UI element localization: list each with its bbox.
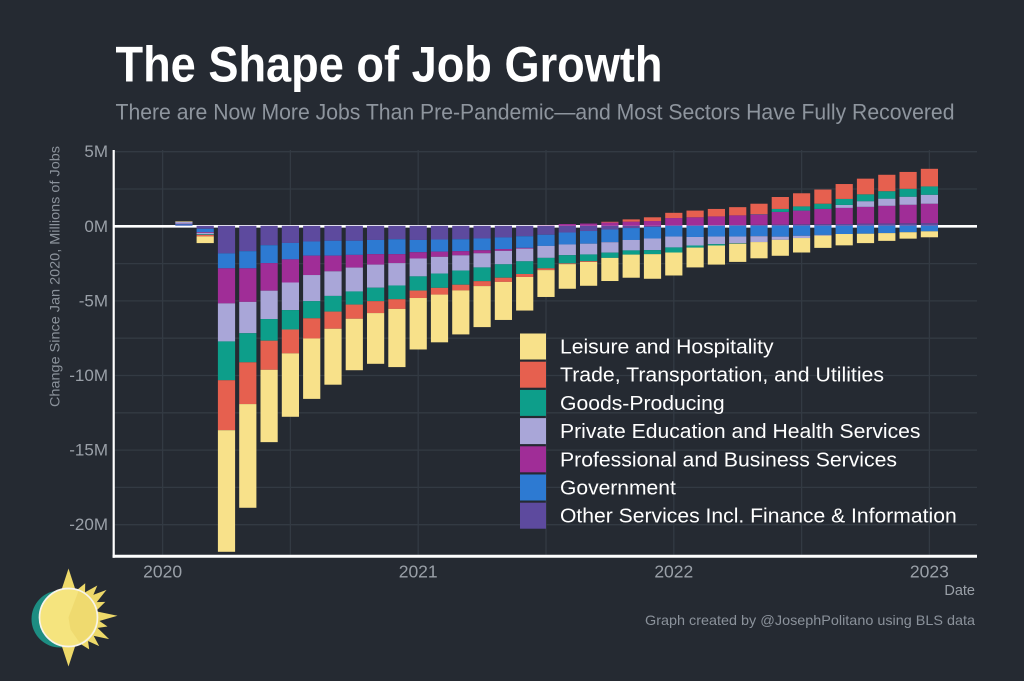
svg-text:-20M: -20M (69, 515, 108, 534)
svg-text:2020: 2020 (143, 562, 182, 582)
svg-text:There are Now More Jobs Than P: There are Now More Jobs Than Pre-Pandemi… (116, 100, 955, 125)
svg-text:-5M: -5M (79, 291, 108, 310)
svg-text:Government: Government (560, 478, 676, 500)
svg-text:0M: 0M (84, 217, 108, 236)
svg-text:Other Services Incl. Finance &: Other Services Incl. Finance & Informati… (560, 506, 957, 528)
svg-text:The Shape of Job Growth: The Shape of Job Growth (116, 37, 663, 93)
svg-text:Change Since Jan 2020, Million: Change Since Jan 2020, Millions of Jobs (47, 146, 63, 407)
svg-text:Professional and Business Serv: Professional and Business Services (560, 449, 897, 471)
svg-text:-15M: -15M (69, 441, 108, 460)
svg-text:Goods-Producing: Goods-Producing (560, 393, 725, 415)
svg-text:Date: Date (944, 583, 975, 599)
svg-text:2022: 2022 (654, 562, 693, 582)
svg-text:Private Education and Health S: Private Education and Health Services (560, 421, 921, 443)
svg-text:5M: 5M (84, 142, 108, 161)
svg-text:Graph created by @JosephPolita: Graph created by @JosephPolitano using B… (645, 612, 975, 628)
svg-text:2021: 2021 (399, 562, 438, 582)
svg-text:-10M: -10M (69, 366, 108, 385)
svg-text:Leisure and Hospitality: Leisure and Hospitality (560, 337, 774, 359)
svg-text:Trade, Transportation, and Uti: Trade, Transportation, and Utilities (560, 365, 884, 387)
svg-text:2023: 2023 (910, 562, 949, 582)
